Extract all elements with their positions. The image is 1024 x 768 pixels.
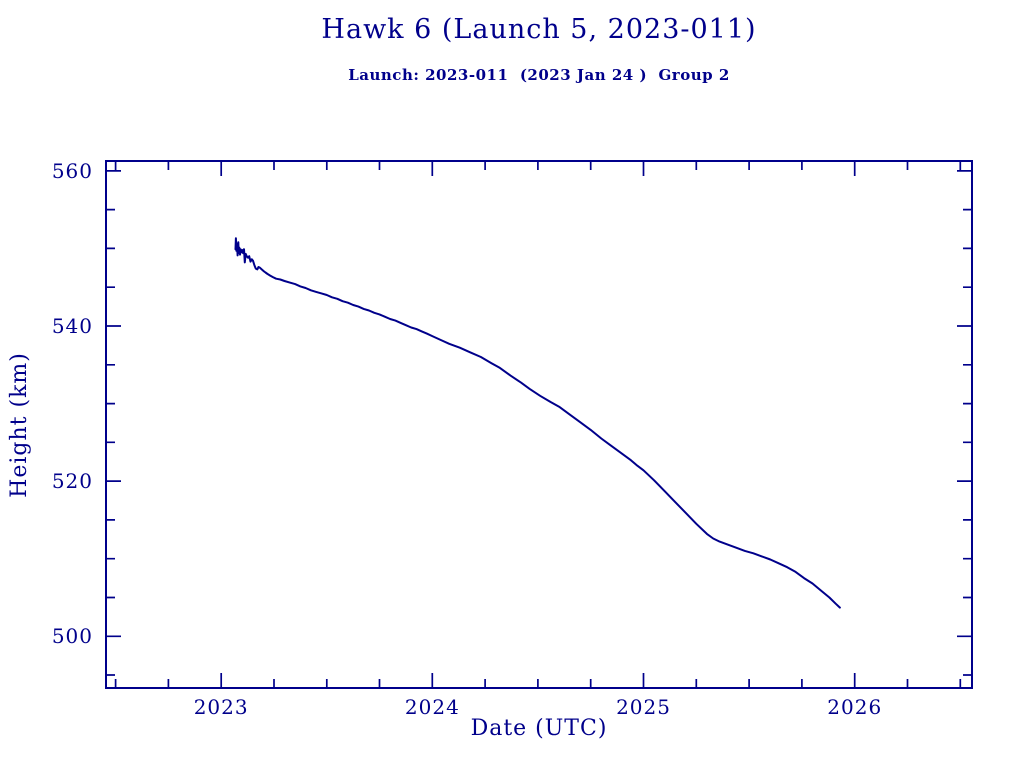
y-tick-label: 500: [51, 624, 93, 649]
y-tick-label: 520: [51, 469, 93, 494]
x-tick-label: 2025: [616, 695, 671, 719]
plot-area: [105, 160, 973, 689]
x-tick-label: 2026: [827, 695, 883, 719]
x-axis-label: Date (UTC): [470, 716, 608, 741]
y-tick-label: 560: [51, 158, 93, 183]
height-curve: [234, 237, 841, 609]
x-axis-ticks: [114, 162, 962, 687]
plot-frame: [105, 160, 973, 689]
y-axis-ticks: [107, 170, 971, 676]
x-tick-label: 2024: [404, 695, 460, 719]
x-tick-label: 2023: [193, 695, 249, 719]
y-tick-label: 540: [51, 313, 93, 338]
chart-subtitle: Launch: 2023-011 (2023 Jan 24 ) Group 2: [348, 66, 730, 84]
chart-title: Hawk 6 (Launch 5, 2023-011): [321, 14, 757, 45]
